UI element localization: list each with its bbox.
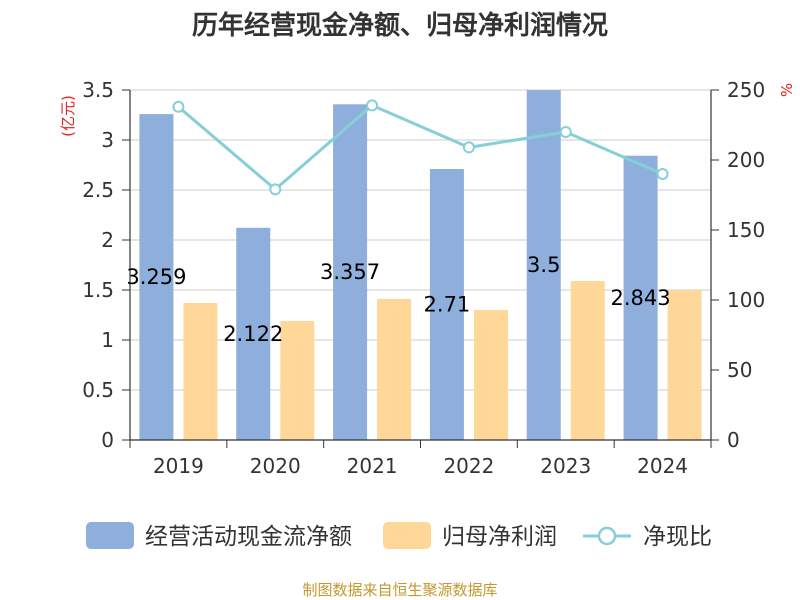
left-axis-tick-label: 2	[101, 228, 114, 252]
right-axis-tick-label: 250	[727, 78, 765, 102]
bar-series-1-2024	[667, 290, 702, 440]
x-axis-tick-label: 2019	[153, 454, 204, 478]
line-point-2019	[172, 100, 185, 113]
data-labels: 3.259 2.122 3.357 2.71 3.5 2.843	[126, 253, 670, 346]
bar-series-1-2022	[473, 310, 508, 440]
bar-series-1-2023	[570, 281, 605, 440]
line-point-2024	[656, 168, 669, 180]
grid-lines	[130, 89, 711, 391]
legend-label-cash-ratio: 净现比	[643, 524, 712, 550]
bar-series-0-2021	[333, 104, 368, 441]
bar-series	[139, 90, 702, 441]
line-series	[172, 99, 669, 196]
legend-marker-circle-icon	[597, 526, 617, 546]
line-point-2021	[366, 99, 379, 112]
bar-series-0-2020	[236, 227, 271, 440]
chart-title: 历年经营现金净额、归母净利润情况	[192, 10, 608, 41]
data-label-series-0-2024: 2.843	[611, 286, 671, 310]
legend: 经营活动现金流净额 归母净利润 净现比	[86, 522, 712, 550]
legend-swatch-cash-flow	[86, 522, 134, 549]
x-axis-tick-label: 2022	[443, 454, 494, 478]
bar-series-0-2022	[429, 169, 464, 440]
bar-series-1-2020	[280, 321, 315, 440]
left-axis-tick-label: 0.5	[82, 378, 114, 402]
right-axis-tick-label: 0	[727, 428, 740, 452]
left-axis-tick-label: 1.5	[82, 278, 114, 302]
data-label-series-0-2019: 3.259	[126, 265, 186, 289]
legend-item-net-profit[interactable]: 归母净利润	[383, 522, 557, 550]
left-axis-title: (亿元)	[59, 95, 77, 137]
line-point-2023	[559, 126, 572, 138]
legend-label-cash-flow: 经营活动现金流净额	[145, 524, 352, 550]
bar-series-0-2024	[623, 155, 658, 440]
right-axis-tick-label: 150	[727, 218, 765, 242]
x-axis-tick-label: 2023	[540, 454, 591, 478]
bar-series-1-2019	[183, 303, 218, 440]
x-axis-tick-label: 2021	[347, 454, 398, 478]
line-point-2022	[462, 141, 475, 154]
data-label-series-0-2022: 2.71	[424, 293, 471, 317]
data-label-series-0-2023: 3.5	[527, 253, 560, 277]
legend-item-cash-flow[interactable]: 经营活动现金流净额	[86, 522, 352, 550]
left-axis-tick-label: 3	[101, 128, 114, 152]
legend-label-net-profit: 归母净利润	[442, 524, 557, 550]
x-axis-tick-label: 2024	[637, 454, 688, 478]
bar-series-0-2019	[139, 114, 174, 440]
line-point-2020	[269, 183, 282, 196]
bar-series-1-2021	[377, 299, 412, 440]
left-axis-tick-label: 0	[101, 428, 114, 452]
data-label-series-0-2020: 2.122	[223, 322, 283, 346]
left-axis-tick-label: 3.5	[82, 78, 114, 102]
left-axis-tick-label: 1	[101, 328, 114, 352]
legend-item-cash-ratio[interactable]: 净现比	[583, 524, 712, 550]
x-axis-tick-label: 2020	[250, 454, 301, 478]
left-axis-tick-label: 2.5	[82, 178, 114, 202]
right-axis-title: %	[778, 83, 796, 97]
right-axis-tick-label: 100	[727, 288, 765, 312]
source-footer: 制图数据来自恒生聚源数据库	[302, 581, 497, 599]
bar-series-0-2023	[526, 90, 561, 440]
right-axis-tick-label: 200	[727, 148, 765, 172]
axes: 0 0.5 1 1.5 2 2.5 3 3.5 0 50 100 150 200 250 2019 2020 2…	[82, 78, 765, 478]
line-series-path	[177, 103, 664, 191]
legend-swatch-net-profit	[383, 522, 431, 549]
right-axis-tick-label: 50	[727, 358, 752, 382]
data-label-series-0-2021: 3.357	[320, 260, 380, 284]
